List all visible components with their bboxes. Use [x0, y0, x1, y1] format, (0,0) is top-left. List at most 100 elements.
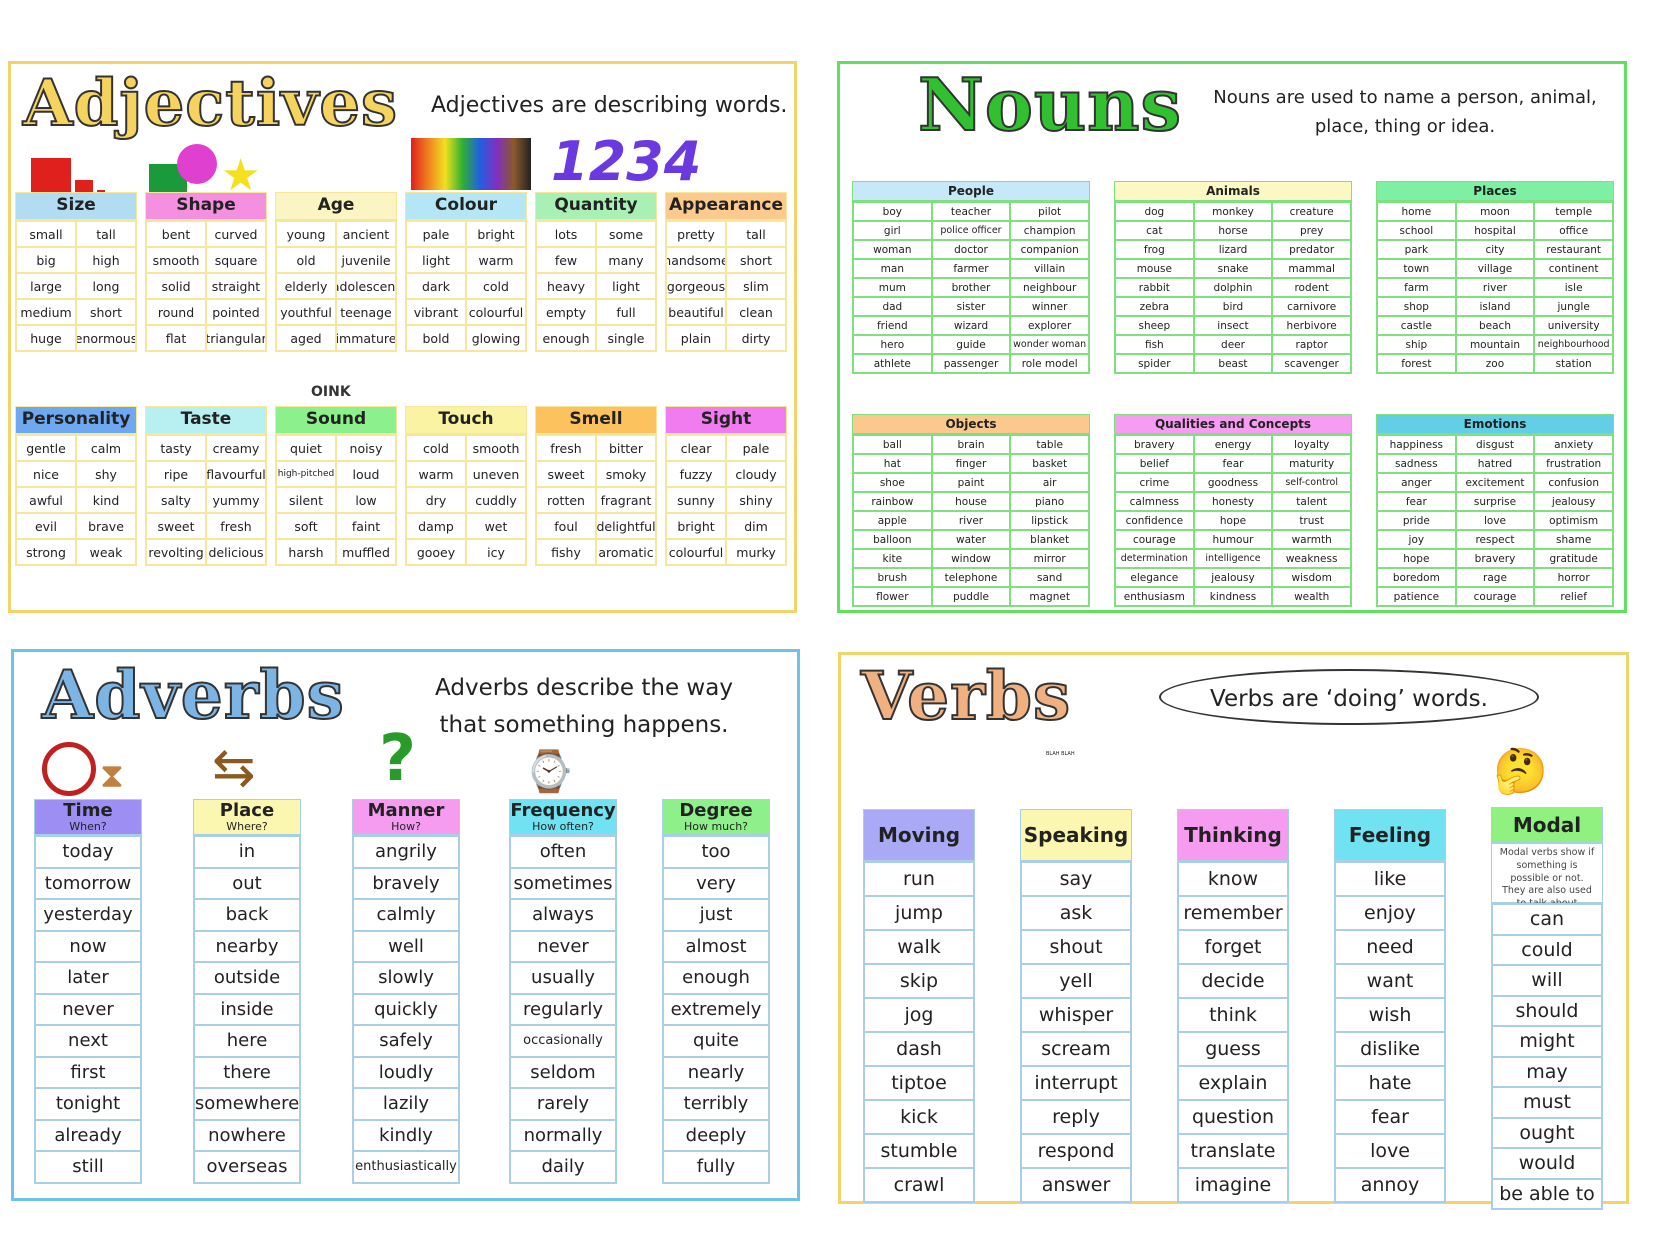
word-cell: damp	[406, 513, 466, 539]
size-header: Size	[15, 192, 137, 220]
modal-description: Modal verbs show if something is possibl…	[1491, 843, 1603, 922]
word-cell: sadness	[1377, 454, 1456, 473]
category-title: Smell	[569, 409, 623, 430]
word-cell: juvenile	[336, 247, 396, 273]
word-cell: smoky	[596, 461, 656, 487]
word-cell: champion	[1010, 221, 1089, 240]
category-title: Qualities and Concepts	[1154, 416, 1312, 431]
word-cell: excitement	[1455, 473, 1535, 492]
word-cell: jog	[864, 998, 974, 1032]
word-cell: beast	[1193, 354, 1273, 373]
word-cell: maturity	[1272, 454, 1351, 473]
word-cell: mountain	[1455, 335, 1535, 354]
word-cell: never	[35, 993, 141, 1025]
word-cell: still	[35, 1151, 141, 1183]
category-title: Objects	[945, 416, 997, 431]
word-cell: be able to	[1492, 1178, 1602, 1209]
word-cell: pride	[1377, 511, 1456, 530]
word-cell: sometimes	[510, 867, 616, 899]
word-cell: light	[596, 273, 656, 299]
word-cell: dog	[1115, 202, 1194, 221]
touch-category: Touch cold smooth warm uneven dry cuddly damp we…	[405, 406, 527, 566]
word-cell: river	[931, 511, 1011, 530]
word-grid: cold smooth warm uneven dry cuddly damp wet gooe…	[405, 434, 527, 566]
size-category: Size small tall big high large long medium short…	[15, 192, 137, 352]
word-cell: raptor	[1272, 335, 1351, 354]
word-cell: wizard	[931, 316, 1011, 335]
word-cell: tall	[726, 221, 786, 247]
word-cell: think	[1178, 998, 1288, 1032]
word-cell: some	[596, 221, 656, 247]
word-cell: smooth	[146, 247, 206, 273]
word-cell: wet	[466, 513, 526, 539]
personality-category: Personality gentle calm nice shy awful kind evi…	[15, 406, 137, 566]
word-cell: cuddly	[466, 487, 526, 513]
word-cell: temple	[1534, 202, 1613, 221]
word-cell: outside	[194, 962, 300, 994]
word-cell: dad	[853, 297, 932, 316]
word-grid: in out back nearby outside inside here there som…	[193, 835, 301, 1184]
word-cell: lazily	[353, 1088, 459, 1120]
word-cell: friend	[853, 316, 932, 335]
category-question: When?	[69, 819, 107, 833]
word-cell: enthusiastically	[353, 1151, 459, 1183]
word-cell: lipstick	[1010, 511, 1089, 530]
word-cell: foul	[536, 513, 596, 539]
word-cell: gorgeous	[666, 273, 726, 299]
word-cell: brush	[853, 568, 932, 587]
word-cell: gratitude	[1534, 549, 1613, 568]
verbs-panel: Verbs Verbs are ‘doing’ words. BLAH BLAH…	[838, 652, 1629, 1210]
word-cell: tasty	[146, 435, 206, 461]
word-cell: dim	[726, 513, 786, 539]
word-cell: awful	[16, 487, 76, 513]
word-cell: quickly	[353, 993, 459, 1025]
category-title: Modal	[1512, 812, 1582, 837]
category-title: Places	[1473, 183, 1517, 198]
word-grid: too very just almost enough extremely quite nea…	[662, 835, 770, 1184]
word-cell: insect	[1193, 316, 1273, 335]
word-cell: town	[1377, 259, 1456, 278]
shape-category: Shape bent curved smooth square solid straight…	[145, 192, 267, 352]
word-cell: apple	[853, 511, 932, 530]
word-cell: imagine	[1178, 1168, 1288, 1202]
word-cell: creamy	[206, 435, 266, 461]
moving-category: Moving run jump walk skip jog dash tiptoe kick st…	[863, 809, 975, 1203]
word-cell: city	[1455, 240, 1535, 259]
word-cell: single	[596, 325, 656, 351]
word-cell: stumble	[864, 1134, 974, 1168]
word-cell: man	[853, 259, 932, 278]
word-cell: balloon	[853, 530, 932, 549]
word-cell: basket	[1010, 454, 1089, 473]
word-cell: many	[596, 247, 656, 273]
word-cell: fully	[663, 1151, 769, 1183]
word-grid: quiet noisy high-pitched loud silent low soft f…	[275, 434, 397, 566]
word-cell: forget	[1178, 930, 1288, 964]
word-cell: bravery	[1115, 435, 1194, 454]
clock-icon: ⧗	[42, 742, 124, 796]
word-cell: reply	[1021, 1100, 1131, 1134]
word-cell: answer	[1021, 1168, 1131, 1202]
modal-category: Modal Modal verbs show if something is po…	[1491, 807, 1603, 1210]
word-cell: clean	[726, 299, 786, 325]
word-cell: pointed	[206, 299, 266, 325]
category-title: Moving	[877, 822, 961, 847]
word-cell: confusion	[1534, 473, 1613, 492]
word-cell: colourful	[666, 539, 726, 565]
word-cell: fishy	[536, 539, 596, 565]
word-cell: table	[1010, 435, 1089, 454]
category-title: Time	[63, 799, 113, 821]
word-cell: farmer	[931, 259, 1011, 278]
word-cell: light	[406, 247, 466, 273]
word-cell: self-control	[1272, 473, 1351, 492]
age-header: Age	[275, 192, 397, 220]
frequency-category: Frequency How often? often sometimes always n…	[509, 799, 617, 1184]
word-cell: elderly	[276, 273, 336, 299]
word-cell: will	[1492, 965, 1602, 996]
word-cell: very	[663, 867, 769, 899]
word-cell: too	[663, 836, 769, 868]
word-cell: normally	[510, 1119, 616, 1151]
verbs-description: Verbs are ‘doing’ words.	[1159, 669, 1539, 725]
category-question: Where?	[226, 819, 268, 833]
category-title: Sound	[305, 409, 367, 430]
word-cell: high-pitched	[276, 461, 336, 487]
